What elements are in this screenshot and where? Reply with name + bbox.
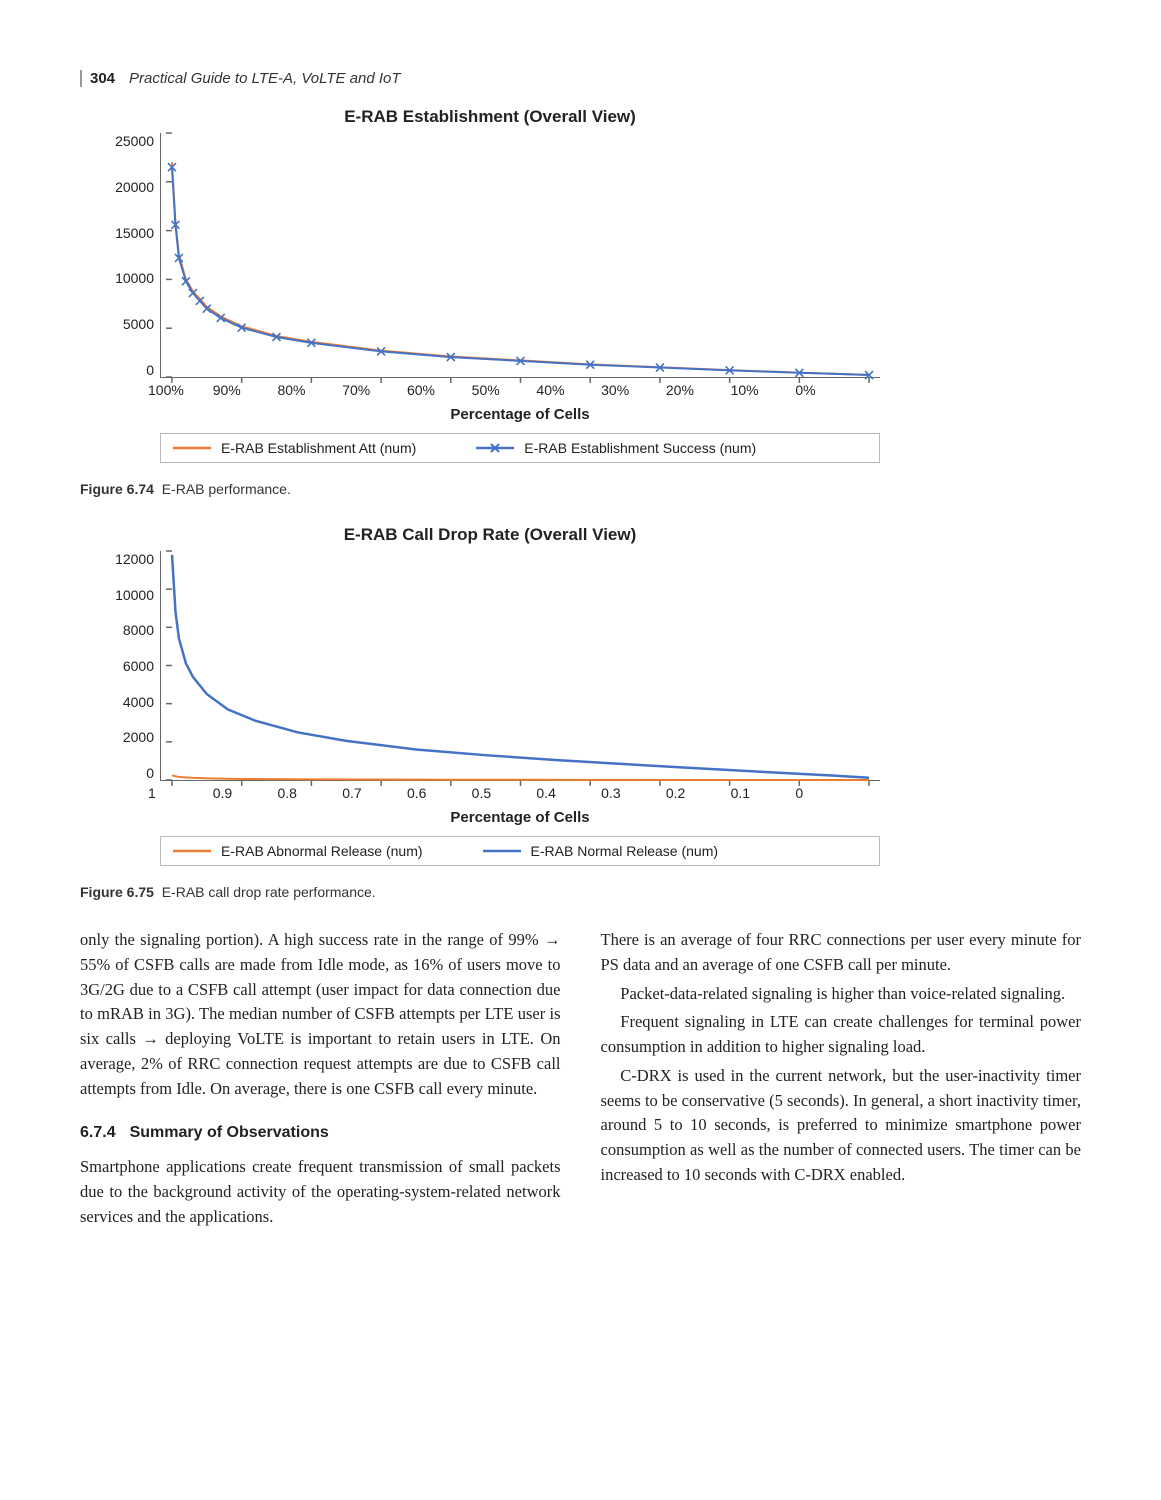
y-tick-label: 10000 [115, 270, 154, 286]
series-line [172, 775, 869, 780]
figure-label: Figure 6.74 [80, 481, 154, 497]
x-tick-label: 0 [795, 785, 860, 801]
body-paragraph: C-DRX is used in the current network, bu… [601, 1064, 1082, 1188]
y-tick-label: 20000 [115, 179, 154, 195]
x-tick-label: 0.1 [731, 785, 796, 801]
body-paragraph: Frequent signaling in LTE can create cha… [601, 1010, 1082, 1060]
section-heading: 6.7.4 Summary of Observations [80, 1121, 561, 1145]
series-line [172, 167, 869, 375]
x-tick-label: 0.3 [601, 785, 666, 801]
chart-erab-drop-rate: E-RAB Call Drop Rate (Overall View)12000… [100, 525, 880, 866]
y-tick-label: 10000 [115, 587, 154, 603]
plot-svg [161, 551, 880, 780]
x-tick-label: 0.8 [277, 785, 342, 801]
x-tick-label: 90% [213, 382, 278, 398]
x-tick-label: 20% [666, 382, 731, 398]
chart-legend: E-RAB Establishment Att (num) E-RAB Estab… [160, 433, 880, 463]
body-columns: only the signaling portion). A high succ… [80, 928, 1081, 1234]
y-axis: 25000 20000 15000 10000 5000 0 [100, 133, 160, 378]
legend-item: E-RAB Abnormal Release (num) [173, 843, 423, 859]
y-tick-label: 4000 [123, 694, 154, 710]
chart-title: E-RAB Establishment (Overall View) [100, 107, 880, 127]
x-tick-label: 10% [731, 382, 796, 398]
legend-label: E-RAB Establishment Att (num) [221, 440, 416, 456]
x-axis: 10.90.80.70.60.50.40.30.20.10 [160, 781, 860, 801]
page-header: 304 Practical Guide to LTE-A, VoLTE and … [80, 70, 1081, 87]
x-tick-label: 80% [277, 382, 342, 398]
x-tick-label: 0.7 [342, 785, 407, 801]
legend-label: E-RAB Abnormal Release (num) [221, 843, 423, 859]
legend-item: E-RAB Establishment Att (num) [173, 440, 416, 456]
chart-erab-establishment: E-RAB Establishment (Overall View)250002… [100, 107, 880, 463]
y-axis: 12000 10000 8000 6000 4000 2000 0 [100, 551, 160, 781]
figure-caption-text: E-RAB performance. [162, 481, 291, 497]
x-axis-label: Percentage of Cells [160, 809, 880, 826]
x-tick-label: 40% [536, 382, 601, 398]
legend-label: E-RAB Normal Release (num) [531, 843, 719, 859]
figure-caption: Figure 6.75 E-RAB call drop rate perform… [80, 884, 1081, 900]
x-tick-label: 50% [472, 382, 537, 398]
right-column: There is an average of four RRC connecti… [601, 928, 1082, 1234]
plot-area [160, 551, 880, 781]
book-title: Practical Guide to LTE-A, VoLTE and IoT [129, 70, 401, 87]
y-tick-label: 5000 [123, 316, 154, 332]
figure-caption: Figure 6.74 E-RAB performance. [80, 481, 1081, 497]
y-tick-label: 6000 [123, 658, 154, 674]
legend-swatch-icon [173, 844, 211, 858]
x-tick-label: 30% [601, 382, 666, 398]
legend-item: E-RAB Establishment Success (num) [476, 440, 756, 456]
series-line [172, 162, 869, 375]
y-tick-label: 0 [146, 362, 154, 378]
x-tick-label: 0.5 [472, 785, 537, 801]
x-tick-label: 0.9 [213, 785, 278, 801]
x-tick-label: 0% [795, 382, 860, 398]
x-tick-label: 0.6 [407, 785, 472, 801]
page-number: 304 [90, 70, 115, 87]
legend-label: E-RAB Establishment Success (num) [524, 440, 756, 456]
x-tick-label: 0.2 [666, 785, 731, 801]
x-tick-label: 0.4 [536, 785, 601, 801]
x-axis: 100%90%80%70%60%50%40%30%20%10%0% [160, 378, 860, 398]
x-tick-label: 1 [148, 785, 213, 801]
legend-swatch-icon [173, 441, 211, 455]
series-line [172, 555, 869, 778]
figure-label: Figure 6.75 [80, 884, 154, 900]
y-tick-label: 0 [146, 765, 154, 781]
left-column: only the signaling portion). A high succ… [80, 928, 561, 1234]
legend-swatch-icon [476, 441, 514, 455]
y-tick-label: 12000 [115, 551, 154, 567]
figure-6-75: E-RAB Call Drop Rate (Overall View)12000… [80, 525, 1081, 900]
y-tick-label: 8000 [123, 622, 154, 638]
body-paragraph: only the signaling portion). A high succ… [80, 928, 561, 1101]
body-paragraph: Packet-data-related signaling is higher … [601, 982, 1082, 1007]
y-tick-label: 2000 [123, 729, 154, 745]
chart-title: E-RAB Call Drop Rate (Overall View) [100, 525, 880, 545]
y-tick-label: 25000 [115, 133, 154, 149]
figure-caption-text: E-RAB call drop rate performance. [162, 884, 376, 900]
x-axis-label: Percentage of Cells [160, 406, 880, 423]
y-tick-label: 15000 [115, 225, 154, 241]
body-paragraph: There is an average of four RRC connecti… [601, 928, 1082, 978]
section-title: Summary of Observations [130, 1124, 329, 1141]
chart-legend: E-RAB Abnormal Release (num) E-RAB Normal… [160, 836, 880, 866]
plot-area [160, 133, 880, 378]
figure-6-74: E-RAB Establishment (Overall View)250002… [80, 107, 1081, 497]
x-tick-label: 60% [407, 382, 472, 398]
x-tick-label: 100% [148, 382, 213, 398]
x-tick-label: 70% [342, 382, 407, 398]
body-paragraph: Smartphone applications create frequent … [80, 1155, 561, 1229]
legend-swatch-icon [483, 844, 521, 858]
legend-item: E-RAB Normal Release (num) [483, 843, 719, 859]
plot-svg [161, 133, 880, 377]
section-number: 6.7.4 [80, 1124, 116, 1141]
